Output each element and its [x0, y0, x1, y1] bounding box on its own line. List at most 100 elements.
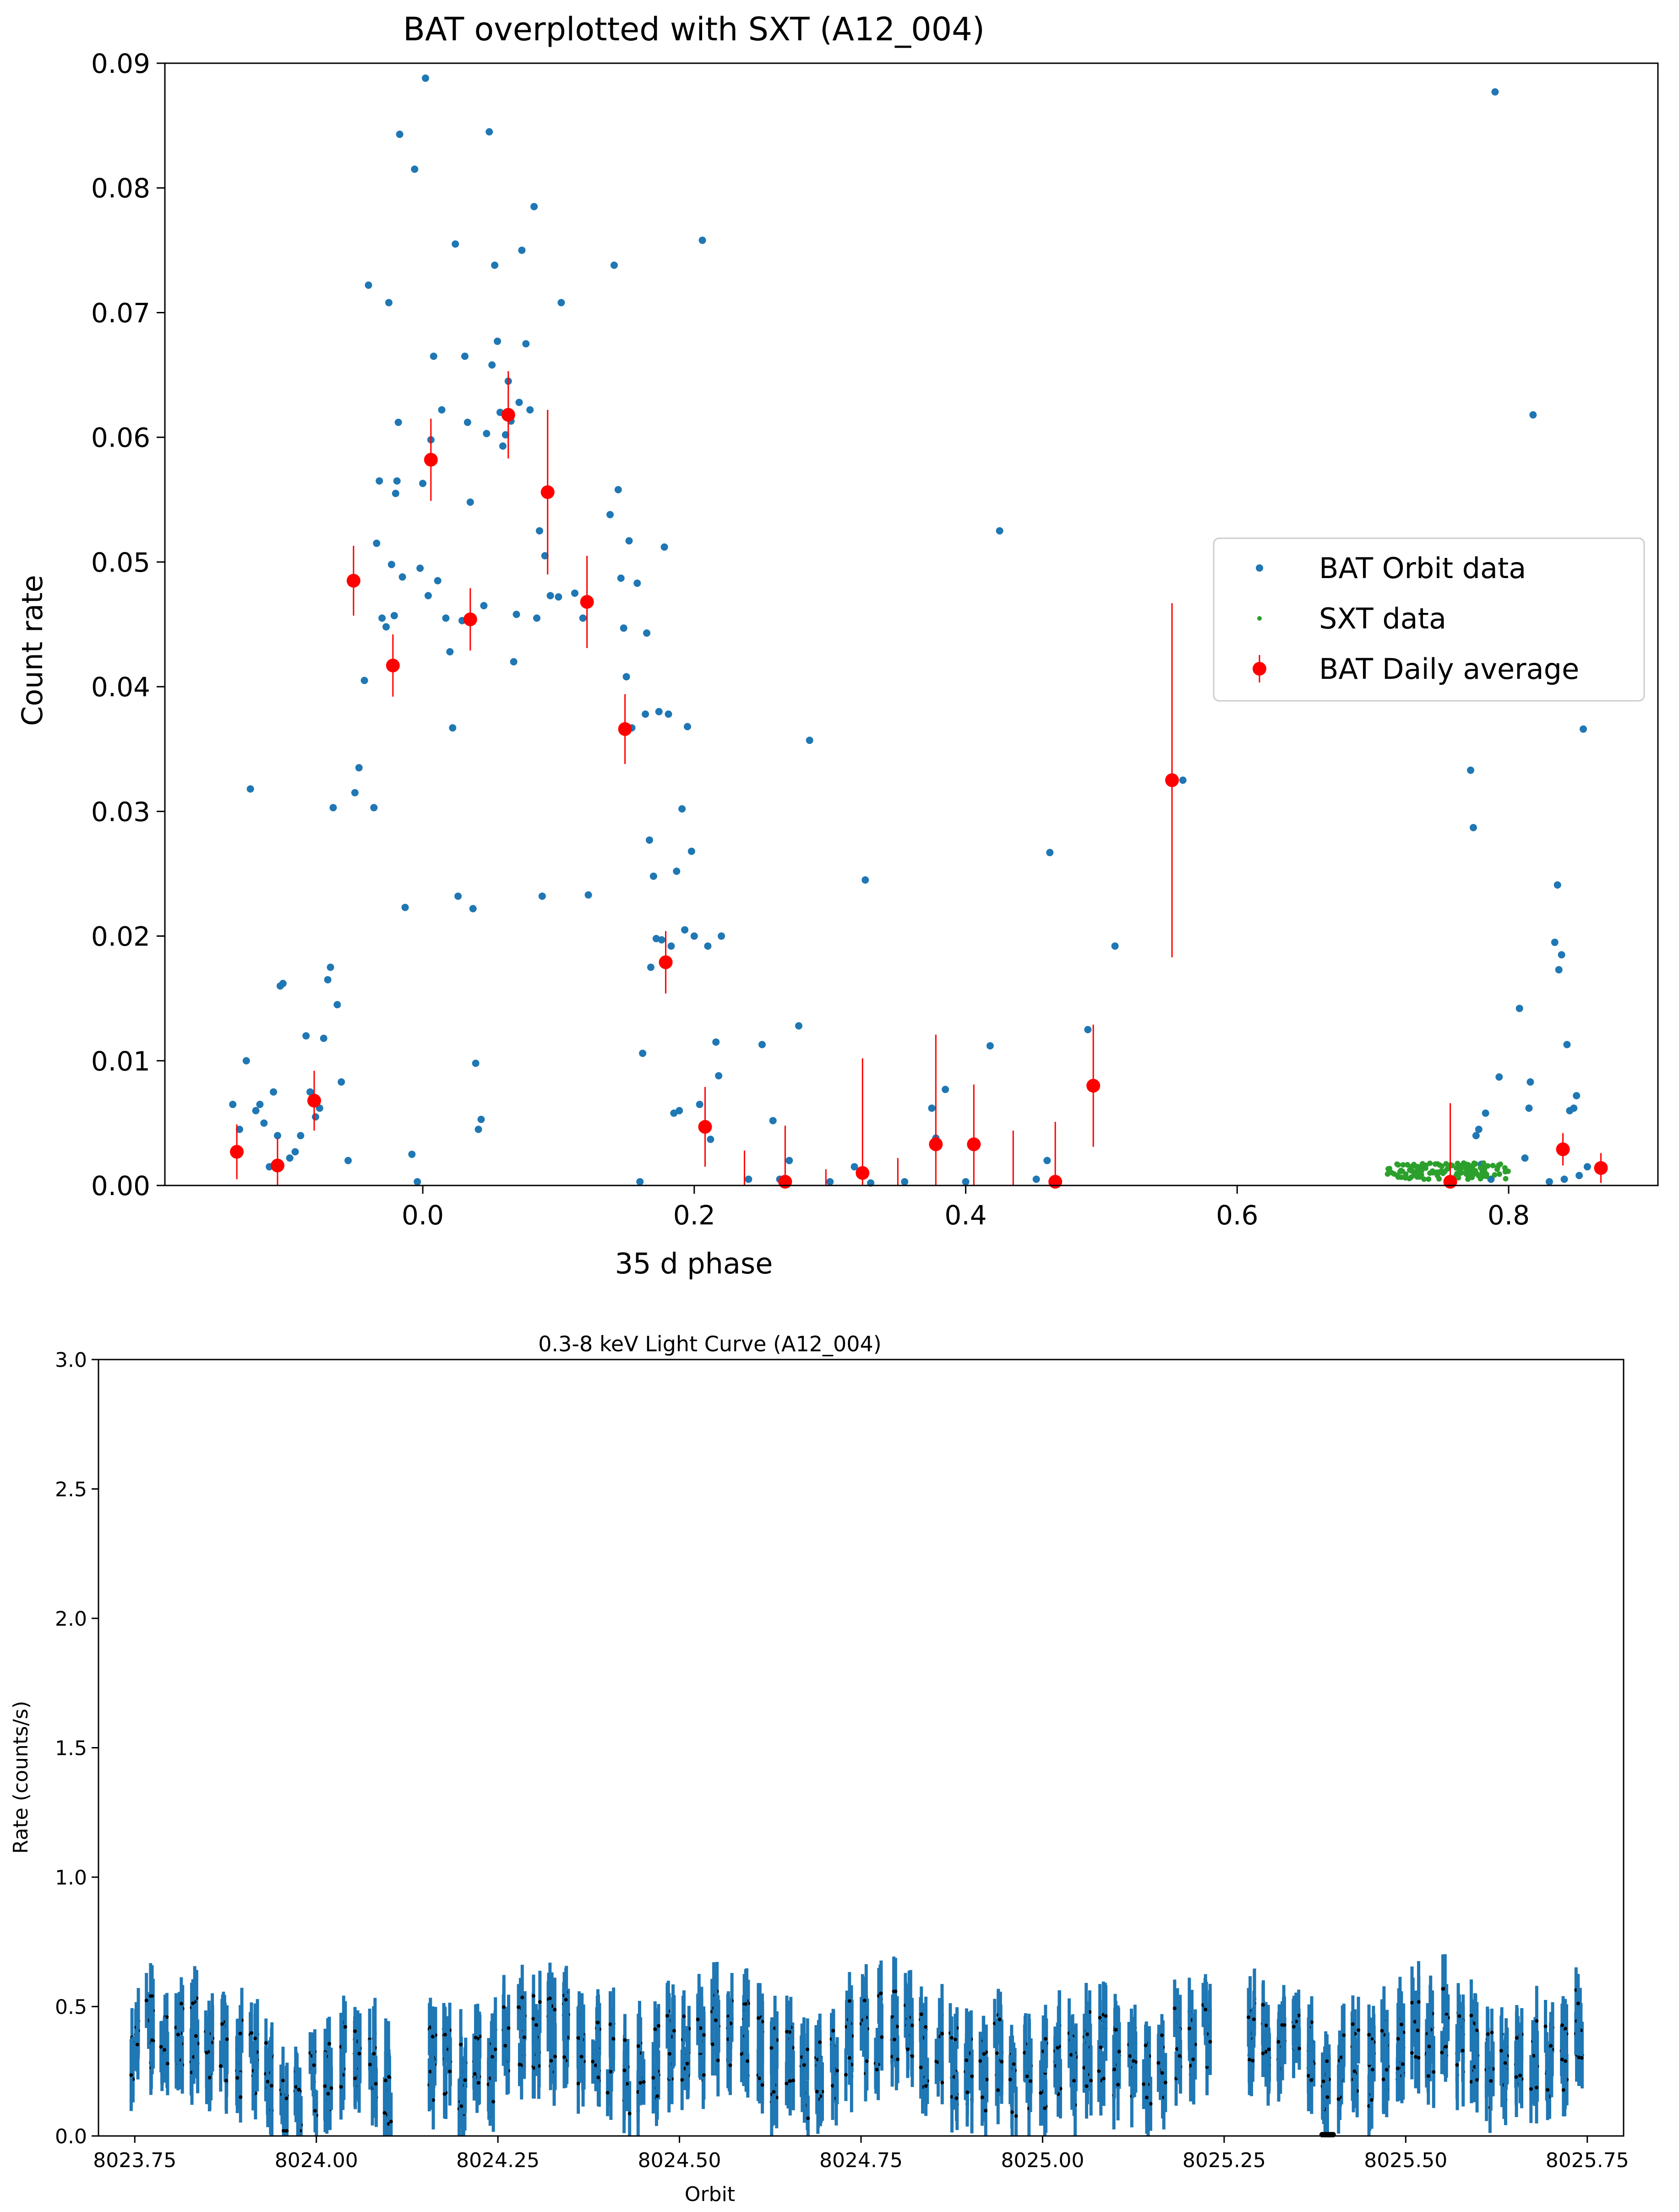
lightcurve-point [940, 2081, 944, 2085]
bat-orbit-point [614, 486, 622, 493]
lightcurve-point [1267, 2048, 1271, 2052]
lightcurve-point [517, 2005, 521, 2009]
bat-daily-point [1443, 1174, 1457, 1189]
lightcurve-point [474, 2036, 478, 2040]
lightcurve-point [313, 2109, 317, 2113]
lightcurve-point [1396, 2066, 1400, 2070]
top-y-tick-label: 0.02 [91, 921, 150, 952]
lightcurve-point [880, 2035, 884, 2039]
bat-orbit-point [758, 1041, 766, 1049]
lightcurve-point [953, 2037, 957, 2042]
lightcurve-point [1342, 2033, 1346, 2037]
bat-orbit-point [642, 710, 649, 718]
bat-orbit-point [279, 980, 287, 987]
bat-orbit-point [633, 579, 641, 587]
sxt-point [1478, 1165, 1484, 1171]
lightcurve-point [1297, 2047, 1301, 2051]
lightcurve-point [1012, 2062, 1016, 2066]
bat-orbit-point [480, 602, 488, 610]
lightcurve-point [744, 2002, 748, 2006]
lightcurve-point [1515, 2036, 1519, 2040]
lightcurve-point [905, 2047, 910, 2051]
lightcurve-point [638, 2081, 643, 2085]
lightcurve-point [982, 2052, 986, 2056]
lightcurve-point [802, 2063, 806, 2067]
bat-orbit-point [673, 868, 681, 875]
bat-orbit-point [260, 1119, 268, 1127]
lightcurve-point [622, 2068, 627, 2072]
lightcurve-point [627, 2112, 632, 2116]
lightcurve-point [284, 2096, 289, 2100]
lightcurve-point [831, 2084, 835, 2088]
bat-orbit-point [483, 430, 491, 437]
lightcurve-point [970, 2074, 974, 2078]
lightcurve-point [389, 2119, 393, 2124]
lightcurve-point [1560, 2023, 1564, 2027]
lightcurve-point [685, 2062, 689, 2066]
lightcurve-point [1432, 2070, 1436, 2074]
bat-orbit-point [1032, 1175, 1040, 1183]
lightcurve-point [564, 1998, 568, 2002]
bat-orbit-point [718, 932, 725, 940]
lightcurve-point [1413, 2020, 1417, 2024]
lightcurve-point [1461, 2048, 1465, 2053]
bat-orbit-point [327, 963, 334, 971]
lightcurve-point [680, 2078, 684, 2082]
bat-orbit-point [306, 1088, 314, 1096]
legend-label-sxt: SXT data [1319, 602, 1446, 635]
lightcurve-point [179, 2002, 183, 2006]
bat-orbit-point [660, 543, 668, 551]
lightcurve-point [892, 2037, 896, 2042]
lightcurve-point [135, 2043, 139, 2047]
lightcurve-point [1292, 2025, 1296, 2029]
bat-orbit-point [414, 1178, 421, 1185]
legend-label-daily: BAT Daily average [1319, 652, 1579, 686]
lightcurve-point [1440, 2050, 1444, 2054]
lightcurve-point [576, 2081, 580, 2086]
sxt-point [1423, 1163, 1429, 1169]
bat-daily-point [540, 485, 555, 499]
lightcurve-point [548, 1996, 552, 2000]
bat-daily-point [1556, 1142, 1570, 1157]
lightcurve-point [129, 2073, 133, 2077]
lightcurve-point [374, 2082, 378, 2086]
lightcurve-point [1264, 2023, 1268, 2027]
bat-orbit-point [1521, 1154, 1529, 1162]
sxt-point [1405, 1162, 1411, 1168]
bat-orbit-point [676, 1107, 683, 1114]
lightcurve-point [910, 2054, 914, 2058]
bat-orbit-point [396, 131, 403, 138]
lightcurve-point [1177, 2054, 1182, 2058]
lightcurve-point [191, 2001, 195, 2005]
lightcurve-point [1490, 2031, 1494, 2035]
lightcurve-point [1160, 2033, 1164, 2037]
bat-orbit-point [1570, 1104, 1578, 1112]
lightcurve-point [225, 2037, 229, 2041]
lightcurve-point [1518, 2073, 1522, 2077]
lightcurve-point [1546, 2088, 1550, 2092]
lightcurve-point [1117, 2049, 1121, 2054]
bat-orbit-point [365, 281, 372, 289]
bat-orbit-point [555, 593, 562, 601]
lightcurve-point [1156, 2061, 1161, 2065]
bat-orbit-point [707, 1136, 714, 1143]
bat-orbit-point [625, 537, 633, 545]
bat-orbit-point [446, 648, 454, 655]
lightcurve-point [1549, 2044, 1553, 2048]
sxt-point [1414, 1163, 1420, 1169]
sxt-point [1434, 1170, 1440, 1176]
lightcurve-point [596, 2075, 600, 2080]
lightcurve-point [522, 2035, 526, 2039]
bat-orbit-point [928, 1104, 936, 1112]
lightcurve-point [1160, 2071, 1164, 2075]
lightcurve-point [343, 2025, 347, 2029]
bat-orbit-point [229, 1101, 237, 1109]
lightcurve-point [493, 2047, 497, 2051]
bat-orbit-point [401, 903, 409, 911]
sxt-point [1481, 1160, 1487, 1166]
top-chart-data [229, 74, 1608, 1189]
lightcurve-point [294, 2085, 298, 2089]
lightcurve-point [531, 1994, 535, 1998]
lightcurve-point [144, 1999, 148, 2003]
bat-orbit-point [393, 477, 401, 485]
